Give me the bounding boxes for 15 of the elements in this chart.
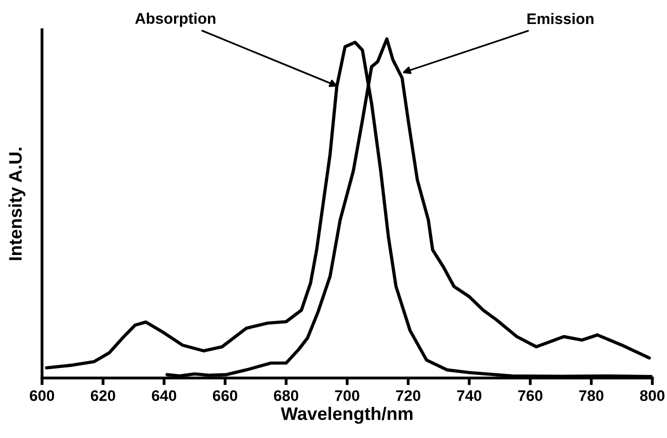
x-tick-label: 740 xyxy=(457,390,482,402)
x-tick-label: 700 xyxy=(335,390,360,402)
x-tick-label: 720 xyxy=(396,390,420,402)
x-tick-label: 680 xyxy=(274,390,298,402)
x-axis-title: Wavelength/nm xyxy=(280,406,412,424)
annotation: Emission xyxy=(527,12,594,24)
annotation: Absorption xyxy=(135,12,216,27)
x-tick-label: 600 xyxy=(30,390,54,402)
x-tick-label: 640 xyxy=(152,390,176,402)
x-tick-label: 760 xyxy=(518,390,542,402)
x-tick-label: 620 xyxy=(90,390,116,402)
x-tick-label: 780 xyxy=(579,390,604,402)
y-axis-title: Intensity A.U. xyxy=(8,148,26,260)
x-tick-label: 800 xyxy=(640,390,664,402)
x-tick-label: 660 xyxy=(212,390,238,402)
